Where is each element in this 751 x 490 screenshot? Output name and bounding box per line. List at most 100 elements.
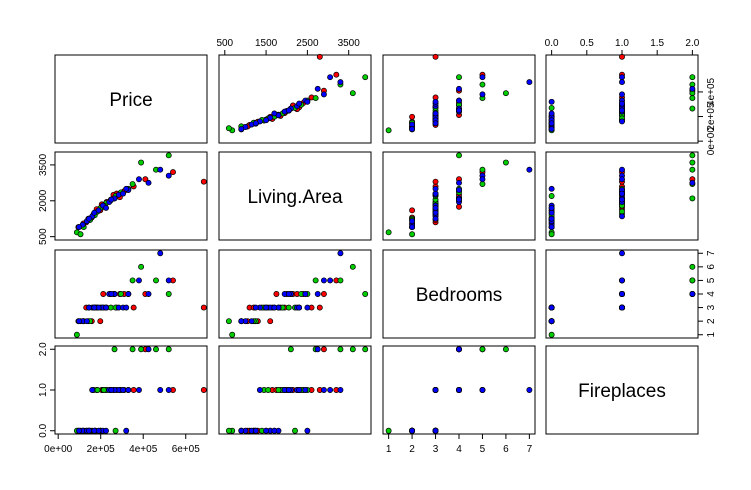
point bbox=[337, 387, 344, 393]
x-tick-label: 1.0 bbox=[615, 38, 629, 49]
point bbox=[200, 178, 207, 185]
point bbox=[123, 427, 130, 434]
point bbox=[456, 97, 462, 104]
y-tick-label: 7 bbox=[706, 250, 717, 256]
point bbox=[432, 427, 439, 434]
point bbox=[619, 291, 625, 297]
point bbox=[89, 387, 96, 393]
point bbox=[385, 127, 392, 134]
point bbox=[456, 74, 462, 81]
point bbox=[165, 387, 172, 393]
point bbox=[86, 215, 92, 222]
point bbox=[409, 207, 416, 214]
point bbox=[314, 291, 321, 297]
point bbox=[619, 277, 625, 284]
point bbox=[252, 304, 259, 311]
point bbox=[327, 74, 334, 81]
point bbox=[502, 159, 509, 166]
y-tick-label: 2e+05 bbox=[706, 102, 717, 131]
point bbox=[619, 213, 625, 220]
point bbox=[526, 166, 533, 173]
point bbox=[100, 291, 107, 297]
point bbox=[304, 98, 311, 105]
point bbox=[316, 304, 323, 311]
point bbox=[138, 159, 145, 166]
point bbox=[97, 318, 104, 325]
x-tick-label: 3500 bbox=[338, 38, 361, 49]
point bbox=[362, 291, 369, 297]
point bbox=[112, 427, 119, 434]
point bbox=[91, 427, 98, 434]
point bbox=[225, 318, 232, 325]
point bbox=[120, 387, 126, 393]
point bbox=[456, 85, 462, 92]
point bbox=[409, 218, 416, 225]
point bbox=[619, 107, 625, 114]
panel bbox=[545, 345, 699, 435]
point bbox=[619, 190, 625, 197]
x-tick-label: 0e+00 bbox=[44, 444, 73, 455]
point bbox=[409, 224, 416, 231]
point bbox=[548, 215, 555, 222]
point bbox=[337, 277, 344, 284]
point bbox=[502, 346, 509, 353]
y-tick-label: 1.0 bbox=[38, 383, 49, 397]
point bbox=[229, 331, 236, 338]
point bbox=[271, 110, 278, 117]
point bbox=[267, 318, 274, 325]
point bbox=[689, 159, 696, 166]
y-tick-label: 2000 bbox=[38, 189, 49, 212]
point bbox=[86, 427, 92, 434]
point bbox=[100, 387, 107, 393]
point bbox=[619, 100, 625, 107]
point bbox=[689, 105, 696, 112]
point bbox=[548, 98, 555, 105]
point bbox=[120, 190, 126, 197]
variable-name: Fireplaces bbox=[578, 381, 666, 402]
point bbox=[548, 331, 555, 338]
point bbox=[238, 318, 245, 325]
point bbox=[479, 181, 486, 187]
point bbox=[689, 291, 696, 297]
point bbox=[320, 346, 327, 353]
point bbox=[108, 291, 115, 297]
point bbox=[432, 53, 439, 60]
point bbox=[320, 291, 327, 297]
point bbox=[689, 85, 696, 92]
point bbox=[287, 346, 294, 353]
point bbox=[619, 74, 625, 81]
point bbox=[456, 187, 462, 193]
x-tick-label: 2e+05 bbox=[87, 444, 116, 455]
panel bbox=[218, 249, 372, 339]
point bbox=[153, 277, 159, 284]
point bbox=[479, 81, 486, 88]
point bbox=[77, 231, 84, 238]
point bbox=[302, 387, 309, 393]
panel bbox=[545, 151, 699, 241]
point bbox=[548, 120, 555, 127]
y-tick-label: 0.0 bbox=[38, 423, 49, 437]
point bbox=[548, 205, 555, 211]
point bbox=[362, 346, 369, 353]
point bbox=[263, 304, 270, 311]
point bbox=[285, 107, 292, 114]
x-tick-label: 4 bbox=[456, 444, 462, 455]
x-tick-label: 2500 bbox=[296, 38, 319, 49]
point bbox=[256, 387, 263, 393]
point bbox=[103, 205, 109, 211]
point bbox=[432, 98, 439, 105]
point bbox=[142, 176, 149, 183]
point bbox=[526, 79, 533, 86]
point bbox=[502, 90, 509, 97]
point bbox=[689, 95, 696, 102]
point bbox=[548, 110, 555, 117]
point bbox=[548, 209, 555, 216]
point bbox=[320, 277, 327, 284]
point bbox=[619, 91, 625, 98]
point bbox=[479, 74, 486, 81]
panel bbox=[54, 54, 208, 144]
point bbox=[316, 53, 323, 60]
point bbox=[252, 120, 259, 127]
point bbox=[548, 231, 555, 238]
panel bbox=[382, 151, 536, 241]
